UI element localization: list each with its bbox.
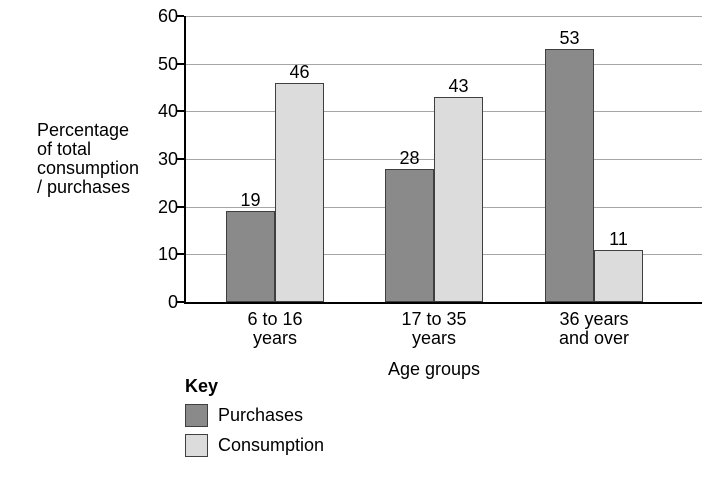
x-axis-title: Age groups xyxy=(387,359,481,379)
y-tick-mark xyxy=(176,158,184,160)
legend-row: Consumption xyxy=(185,434,324,457)
bar-value-label: 19 xyxy=(240,190,261,210)
y-tick-label: 50 xyxy=(157,54,178,74)
y-tick-label: 60 xyxy=(157,6,178,26)
bar-consumption xyxy=(275,83,324,302)
bar-value-label: 46 xyxy=(289,62,310,82)
bar-value-label: 11 xyxy=(609,229,628,249)
legend: Key Purchases Consumption xyxy=(185,376,324,457)
legend-rows: Purchases Consumption xyxy=(185,404,324,457)
x-category-label: 17 to 35 years xyxy=(401,309,467,348)
bar-purchases xyxy=(545,49,594,302)
bar-purchases xyxy=(385,169,434,302)
gridline xyxy=(186,64,702,65)
legend-swatch-purchases xyxy=(185,404,208,427)
legend-title: Key xyxy=(185,376,219,396)
plot-area: 19 28 53 46 43 11 xyxy=(184,16,702,304)
gridline xyxy=(186,16,702,17)
bar-consumption xyxy=(434,97,483,302)
bar-value-label: 53 xyxy=(559,28,580,48)
bar-consumption xyxy=(594,250,643,302)
bar-value-label: 28 xyxy=(399,148,420,168)
y-tick-label: 20 xyxy=(157,197,178,217)
x-category-label: 6 to 16 years xyxy=(247,309,303,348)
y-tick-label: 40 xyxy=(157,101,178,121)
y-tick-mark xyxy=(176,253,184,255)
y-tick-mark xyxy=(176,110,184,112)
y-tick-mark xyxy=(176,63,184,65)
bar-value-label: 43 xyxy=(448,76,469,96)
legend-label: Consumption xyxy=(218,435,325,455)
y-tick-label: 0 xyxy=(167,292,178,312)
legend-label: Purchases xyxy=(218,405,304,425)
legend-swatch-consumption xyxy=(185,434,208,457)
y-tick-mark xyxy=(176,15,184,17)
y-tick-label: 10 xyxy=(157,244,178,264)
y-tick-mark xyxy=(176,206,184,208)
legend-row: Purchases xyxy=(185,404,324,427)
y-axis-title: Percentage of total consumption / purcha… xyxy=(37,120,140,197)
x-category-label: 36 years and over xyxy=(558,309,630,348)
y-tick-label: 30 xyxy=(157,149,178,169)
bar-purchases xyxy=(226,211,275,302)
y-tick-mark xyxy=(176,301,184,303)
